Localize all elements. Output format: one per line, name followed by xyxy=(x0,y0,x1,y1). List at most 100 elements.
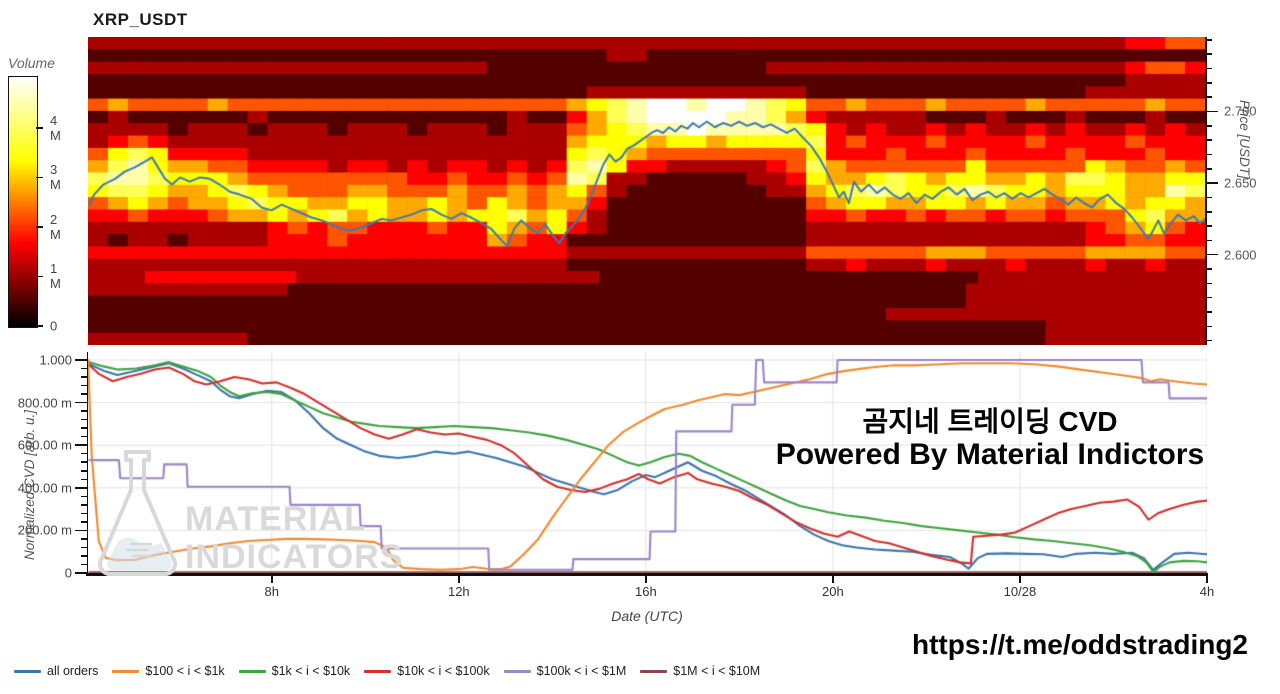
colorbar-tick-label: 4 M xyxy=(50,112,61,143)
price-tick-label: 2.700 xyxy=(1224,103,1257,119)
cvd-major-tick xyxy=(75,401,87,404)
overlay-caption: 곰지네 트레이딩 CVD Powered By Material Indicto… xyxy=(755,406,1225,471)
cvd-minor-tick xyxy=(81,452,87,455)
price-minor-tick xyxy=(1205,196,1212,199)
cvd-major-tick xyxy=(75,444,87,446)
price-minor-tick xyxy=(1205,67,1212,70)
page-title: XRP_USDT xyxy=(93,10,188,29)
legend-item: $1k < i < $10k xyxy=(238,664,351,678)
price-minor-tick xyxy=(1205,225,1212,227)
telegram-url-text: https://t.me/oddstrading2 xyxy=(912,629,1248,660)
date-axis-label: Date (UTC) xyxy=(611,608,683,624)
price-minor-tick xyxy=(1205,153,1212,156)
cvd-major-tick xyxy=(75,572,87,574)
cvd-minor-tick xyxy=(81,418,87,421)
price-major-tick xyxy=(1205,110,1218,113)
colorbar-tick-label: 0 xyxy=(50,318,58,334)
legend-label: $100k < i < $1M xyxy=(536,664,627,678)
price-tick-label: 2.600 xyxy=(1224,247,1257,263)
cvd-minor-tick xyxy=(81,504,87,506)
legend-item: $10k < i < $100k xyxy=(364,664,490,678)
legend-label: $10k < i < $100k xyxy=(397,664,490,678)
price-minor-tick xyxy=(1205,311,1212,313)
price-minor-tick xyxy=(1205,168,1212,170)
cvd-minor-tick xyxy=(81,393,87,395)
price-minor-tick xyxy=(1205,53,1212,55)
legend-label: all orders xyxy=(47,664,99,678)
legend-label: $1k < i < $10k xyxy=(271,664,351,678)
cvd-minor-tick xyxy=(81,410,87,412)
price-axis-label: Price [USDT] xyxy=(1237,100,1252,179)
cvd-y-tick-label: 600.00 m xyxy=(17,437,72,453)
cvd-y-tick-label: 200.00 m xyxy=(17,522,72,538)
date-axis-tick xyxy=(458,575,460,583)
cvd-y-axis-label: Normalized CVD [arb. u.] xyxy=(22,409,37,560)
cvd-y-tick-label: 0 xyxy=(64,565,72,581)
colorbar-tick xyxy=(36,176,43,179)
cvd-minor-tick xyxy=(81,546,87,549)
date-axis-tick xyxy=(645,575,647,583)
date-tick-label: 4h xyxy=(1199,584,1215,599)
legend-line-swatch xyxy=(364,669,392,673)
cvd-minor-tick xyxy=(81,384,87,387)
colorbar-tick xyxy=(36,325,43,327)
colorbar-tick-label: 3 M xyxy=(50,162,61,193)
price-major-tick xyxy=(1205,253,1218,256)
cvd-y-tick-label: 1.000 xyxy=(39,352,72,368)
legend-item: $1M < i < $10M xyxy=(640,664,760,678)
date-axis-tick xyxy=(832,575,834,583)
colorbar-tick xyxy=(36,226,43,228)
date-axis-tick xyxy=(1206,575,1208,583)
cvd-minor-tick xyxy=(81,538,87,540)
cvd-y-tick-label: 800.00 m xyxy=(17,395,72,411)
legend-line-swatch xyxy=(112,669,140,673)
legend-label: $100 < i < $1k xyxy=(145,664,225,678)
cvd-major-tick xyxy=(75,529,87,532)
cvd-chart-canvas xyxy=(88,352,1207,574)
cvd-y-tick-label: 400.00 m xyxy=(17,480,72,496)
cvd-minor-tick xyxy=(81,495,87,498)
date-axis-tick xyxy=(271,575,273,583)
volume-heatmap-canvas xyxy=(88,37,1205,345)
overlay-caption-powered-by: Powered By Material Indictors xyxy=(775,438,1205,471)
price-minor-tick xyxy=(1205,211,1212,213)
legend-item: $100 < i < $1k xyxy=(112,664,225,678)
legend-line-swatch xyxy=(14,669,41,673)
date-tick-label: 16h xyxy=(635,584,657,599)
cvd-legend: all orders $100 < i < $1k $1k < i < $10k $1… xyxy=(14,664,760,678)
legend-item: $100k < i < $1M xyxy=(503,664,627,678)
cvd-minor-tick xyxy=(81,512,87,515)
cvd-minor-tick xyxy=(81,521,87,523)
legend-label: $1M < i < $10M xyxy=(673,664,761,678)
colorbar-tick-label: 1 M xyxy=(50,261,61,292)
colorbar-tick xyxy=(36,127,43,129)
volume-colorbar xyxy=(8,76,38,328)
price-minor-tick xyxy=(1205,282,1212,285)
cvd-minor-tick xyxy=(81,427,87,429)
price-minor-tick xyxy=(1205,239,1212,242)
price-minor-tick xyxy=(1205,339,1212,342)
date-tick-label: 10/28 xyxy=(1003,584,1037,599)
overlay-caption-korean: 곰지네 트레이딩 CVD xyxy=(862,406,1118,437)
cvd-major-tick xyxy=(75,487,87,489)
cvd-minor-tick xyxy=(81,376,87,378)
date-tick-label: 20h xyxy=(822,584,844,599)
legend-line-swatch xyxy=(640,669,668,673)
colorbar-volume-label: Volume xyxy=(8,55,55,71)
price-axis-spine xyxy=(1205,37,1207,345)
cvd-y-axis-spine xyxy=(86,352,88,574)
date-axis-tick xyxy=(1019,575,1021,583)
cvd-minor-tick xyxy=(81,435,87,438)
legend-line-swatch xyxy=(238,669,266,673)
cvd-minor-tick xyxy=(81,470,87,472)
cvd-minor-tick xyxy=(81,555,87,557)
price-minor-tick xyxy=(1205,296,1212,299)
colorbar-tick-label: 2 M xyxy=(50,211,61,242)
cvd-major-tick xyxy=(75,359,87,361)
price-minor-tick xyxy=(1205,268,1212,270)
cvd-minor-tick xyxy=(81,563,87,566)
date-tick-label: 8h xyxy=(264,584,279,599)
cvd-minor-tick xyxy=(81,461,87,463)
price-minor-tick xyxy=(1205,82,1212,84)
